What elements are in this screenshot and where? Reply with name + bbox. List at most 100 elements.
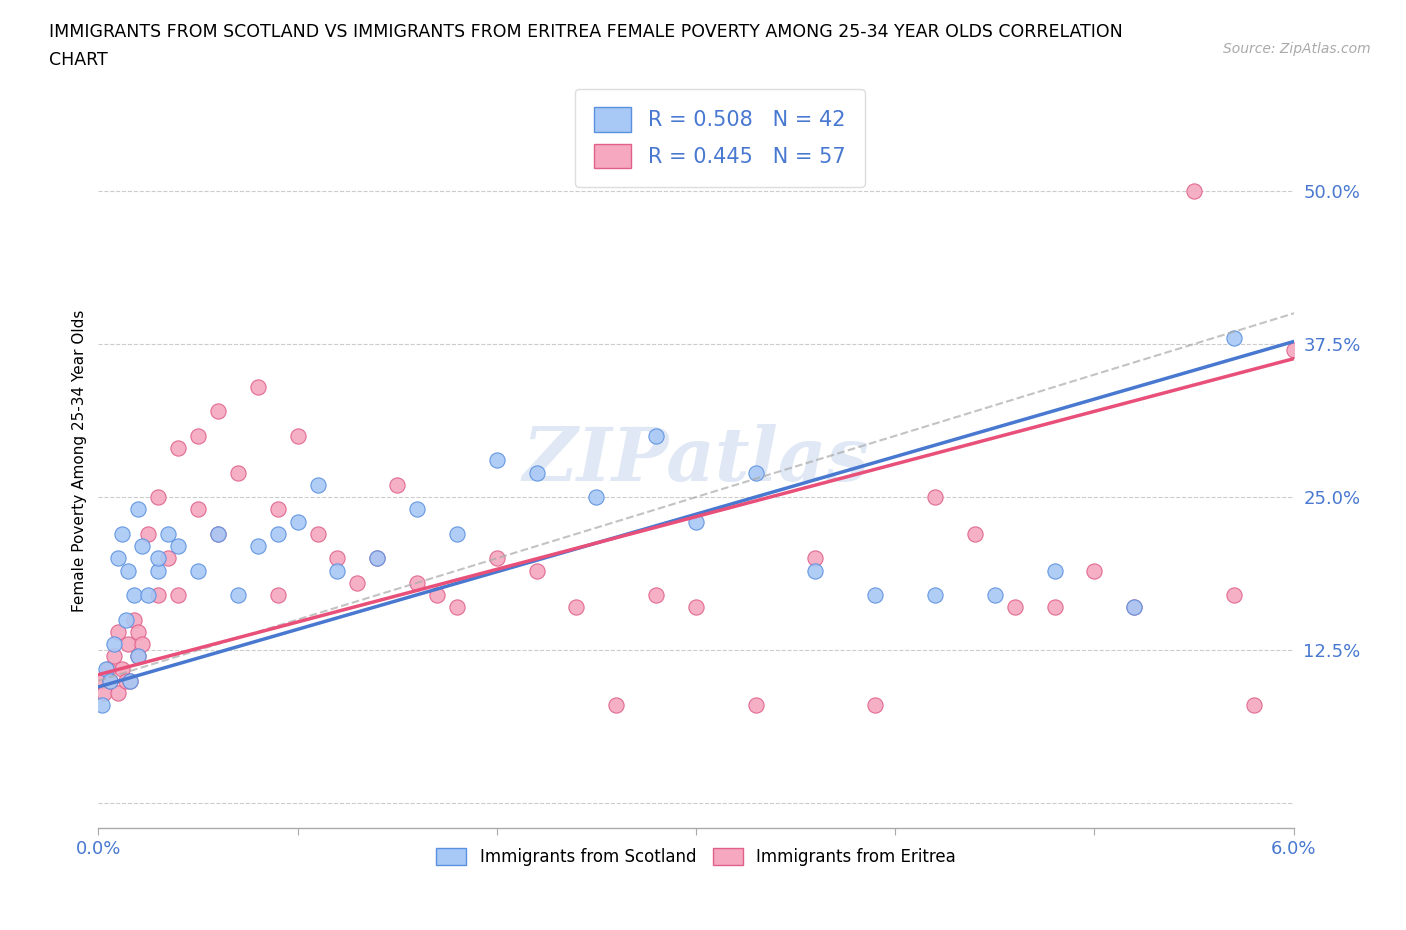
Point xyxy=(148,489,170,504)
Point xyxy=(1004,600,1026,615)
Point xyxy=(346,576,368,591)
Point xyxy=(326,564,349,578)
Point xyxy=(1282,343,1305,358)
Point xyxy=(98,673,122,688)
Point xyxy=(605,698,627,712)
Point xyxy=(1223,588,1246,603)
Point xyxy=(326,551,349,565)
Point xyxy=(307,526,329,541)
Point xyxy=(127,649,149,664)
Point xyxy=(924,588,946,603)
Point xyxy=(865,698,887,712)
Point xyxy=(226,465,249,480)
Point xyxy=(1223,330,1246,345)
Point xyxy=(96,661,118,676)
Point xyxy=(103,637,125,652)
Point xyxy=(148,551,170,565)
Point xyxy=(526,465,548,480)
Point xyxy=(167,588,190,603)
Point xyxy=(89,673,111,688)
Point xyxy=(1043,564,1066,578)
Point xyxy=(120,673,142,688)
Point xyxy=(157,551,180,565)
Point xyxy=(207,526,229,541)
Point xyxy=(924,489,946,504)
Point xyxy=(406,576,429,591)
Point xyxy=(124,588,146,603)
Point xyxy=(1182,183,1205,198)
Point xyxy=(117,564,139,578)
Point xyxy=(865,588,887,603)
Point xyxy=(526,564,548,578)
Text: CHART: CHART xyxy=(49,51,108,69)
Point xyxy=(645,588,668,603)
Point xyxy=(111,661,134,676)
Point xyxy=(406,502,429,517)
Point xyxy=(585,489,607,504)
Point xyxy=(745,698,768,712)
Point xyxy=(267,588,290,603)
Point xyxy=(485,551,508,565)
Point xyxy=(246,379,269,394)
Point xyxy=(127,502,149,517)
Point xyxy=(366,551,388,565)
Point xyxy=(127,624,149,639)
Point xyxy=(167,441,190,456)
Point xyxy=(1123,600,1146,615)
Point xyxy=(124,612,146,627)
Point xyxy=(645,429,668,444)
Point xyxy=(157,526,180,541)
Point xyxy=(685,514,707,529)
Point xyxy=(131,538,153,553)
Point xyxy=(117,637,139,652)
Point xyxy=(187,502,209,517)
Point xyxy=(187,564,209,578)
Y-axis label: Female Poverty Among 25-34 Year Olds: Female Poverty Among 25-34 Year Olds xyxy=(72,309,87,612)
Point xyxy=(745,465,768,480)
Point xyxy=(103,649,125,664)
Point xyxy=(111,526,134,541)
Point xyxy=(115,673,138,688)
Point xyxy=(97,661,120,676)
Point xyxy=(207,404,229,418)
Point xyxy=(485,453,508,468)
Point xyxy=(107,551,129,565)
Point xyxy=(107,685,129,700)
Point xyxy=(226,588,249,603)
Point xyxy=(148,588,170,603)
Point xyxy=(1043,600,1066,615)
Point xyxy=(148,564,170,578)
Point xyxy=(267,502,290,517)
Point xyxy=(98,673,122,688)
Point xyxy=(107,624,129,639)
Point xyxy=(120,673,142,688)
Text: ZIPatlas: ZIPatlas xyxy=(523,424,869,497)
Point xyxy=(804,551,827,565)
Point xyxy=(385,477,409,492)
Point xyxy=(136,526,159,541)
Point xyxy=(167,538,190,553)
Point xyxy=(804,564,827,578)
Text: Source: ZipAtlas.com: Source: ZipAtlas.com xyxy=(1223,42,1371,56)
Point xyxy=(984,588,1007,603)
Point xyxy=(1083,564,1105,578)
Point xyxy=(187,429,209,444)
Point xyxy=(1123,600,1146,615)
Point xyxy=(207,526,229,541)
Point xyxy=(287,514,309,529)
Point xyxy=(565,600,588,615)
Point xyxy=(685,600,707,615)
Point xyxy=(115,612,138,627)
Point xyxy=(287,429,309,444)
Point xyxy=(446,600,468,615)
Point xyxy=(1243,698,1265,712)
Point xyxy=(131,637,153,652)
Point xyxy=(93,685,115,700)
Point xyxy=(127,649,149,664)
Point xyxy=(136,588,159,603)
Point xyxy=(267,526,290,541)
Point xyxy=(426,588,449,603)
Point xyxy=(446,526,468,541)
Point xyxy=(246,538,269,553)
Legend: Immigrants from Scotland, Immigrants from Eritrea: Immigrants from Scotland, Immigrants fro… xyxy=(427,840,965,874)
